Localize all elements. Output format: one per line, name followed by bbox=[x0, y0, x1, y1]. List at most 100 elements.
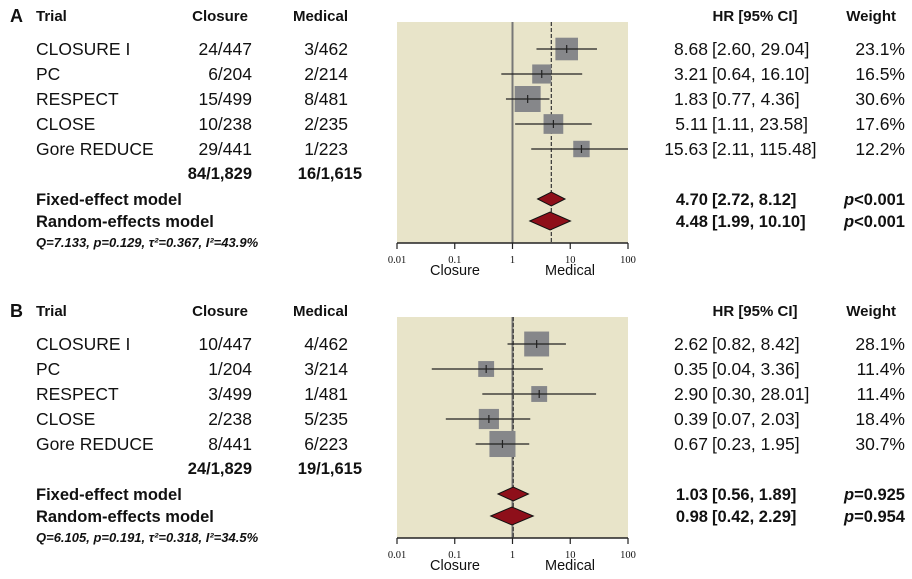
p-text: <0.001 bbox=[854, 213, 905, 231]
study-row: CLOSE 2/238 5/235 0.39 [0.07, 2.03] 18.4% bbox=[36, 408, 905, 430]
closure-events: 10/238 bbox=[198, 114, 252, 134]
heterogeneity-stats: Q=7.133, p=0.129, τ²=0.367, I²=43.9% bbox=[36, 235, 259, 250]
medical-events: 3/462 bbox=[304, 39, 348, 59]
closure-events: 2/238 bbox=[208, 409, 252, 429]
header-medical: Medical bbox=[293, 8, 348, 25]
hr-ci: [1.11, 23.58] bbox=[712, 114, 808, 134]
medical-events: 2/235 bbox=[304, 114, 348, 134]
header-trial: Trial bbox=[36, 8, 67, 25]
closure-events: 8/441 bbox=[208, 434, 252, 454]
x-tick-label: 100 bbox=[620, 255, 636, 266]
pooled-diamond bbox=[536, 191, 567, 207]
model-hr: 1.03 bbox=[676, 486, 708, 504]
hr-estimate: 2.62 bbox=[674, 334, 708, 354]
model-name: Fixed-effect model bbox=[36, 191, 182, 209]
hr-estimate: 0.39 bbox=[674, 409, 708, 429]
hr-estimate: 3.21 bbox=[674, 64, 708, 84]
model-row: Random-effects model 4.48 [1.99, 10.10] p<0… bbox=[36, 211, 905, 231]
total-medical: 16/1,615 bbox=[298, 165, 362, 183]
favours-medical-label: Medical bbox=[545, 263, 595, 279]
pooled-diamond bbox=[496, 486, 530, 502]
x-tick-label: 0.01 bbox=[388, 550, 406, 561]
p-label: p bbox=[843, 213, 854, 231]
forest-panel-b: B Trial Closure Medical HR [95% CI] Weight CLO… bbox=[10, 301, 906, 574]
hr-estimate: 8.68 bbox=[674, 39, 708, 59]
hr-ci: [2.11, 115.48] bbox=[712, 139, 816, 159]
study-row: CLOSE 10/238 2/235 5.11 [1.11, 23.58] 17.6% bbox=[36, 114, 905, 134]
forest-panel-a: A Trial Closure Medical HR [95% CI] Weight CLO… bbox=[10, 6, 905, 279]
study-row: CLOSURE I 10/447 4/462 2.62 [0.82, 8.42] 28.1… bbox=[36, 331, 905, 357]
header-weight: Weight bbox=[846, 8, 896, 25]
hr-ci: [2.60, 29.04] bbox=[712, 39, 809, 59]
p-label: p bbox=[843, 508, 854, 526]
p-text: <0.001 bbox=[854, 191, 905, 209]
x-tick-label: 10 bbox=[565, 550, 576, 561]
header-medical: Medical bbox=[293, 303, 348, 320]
header-trial: Trial bbox=[36, 303, 67, 320]
closure-events: 3/499 bbox=[208, 384, 252, 404]
model-ci: [2.72, 8.12] bbox=[712, 191, 796, 209]
favours-medical-label: Medical bbox=[545, 558, 595, 574]
medical-events: 6/223 bbox=[304, 434, 348, 454]
header-closure: Closure bbox=[192, 8, 248, 25]
study-row: RESPECT 3/499 1/481 2.90 [0.30, 28.01] 11.4% bbox=[36, 384, 905, 404]
x-tick-label: 100 bbox=[620, 550, 636, 561]
closure-events: 24/447 bbox=[198, 39, 252, 59]
model-ci: [0.42, 2.29] bbox=[712, 508, 796, 526]
x-tick-label: 0.1 bbox=[448, 255, 461, 266]
trial-name: CLOSE bbox=[36, 114, 95, 134]
hr-ci: [0.04, 3.36] bbox=[712, 359, 800, 379]
trial-name: CLOSURE I bbox=[36, 334, 130, 354]
p-text: =0.925 bbox=[854, 486, 905, 504]
weight-value: 30.7% bbox=[855, 434, 905, 454]
closure-events: 10/447 bbox=[198, 334, 252, 354]
header-weight: Weight bbox=[846, 303, 896, 320]
heterogeneity-stats: Q=6.105, p=0.191, τ²=0.318, I²=34.5% bbox=[36, 530, 259, 545]
trial-name: RESPECT bbox=[36, 384, 119, 404]
weight-value: 16.5% bbox=[855, 64, 905, 84]
trial-name: CLOSE bbox=[36, 409, 95, 429]
weight-value: 30.6% bbox=[855, 89, 905, 109]
total-closure: 84/1,829 bbox=[188, 165, 252, 183]
trial-name: RESPECT bbox=[36, 89, 119, 109]
pooled-diamond bbox=[528, 211, 572, 231]
closure-events: 15/499 bbox=[198, 89, 252, 109]
model-name: Fixed-effect model bbox=[36, 486, 182, 504]
favours-closure-label: Closure bbox=[430, 263, 480, 279]
trial-name: PC bbox=[36, 64, 60, 84]
trial-name: Gore REDUCE bbox=[36, 434, 154, 454]
model-ci: [0.56, 1.89] bbox=[712, 486, 796, 504]
model-row: Fixed-effect model 1.03 [0.56, 1.89] p=0.92… bbox=[36, 486, 905, 504]
trial-name: Gore REDUCE bbox=[36, 139, 154, 159]
medical-events: 1/223 bbox=[304, 139, 348, 159]
study-row: RESPECT 15/499 8/481 1.83 [0.77, 4.36] 30.6% bbox=[36, 86, 905, 112]
p-label: p bbox=[843, 486, 854, 504]
hr-estimate: 0.67 bbox=[674, 434, 708, 454]
pooled-diamond bbox=[489, 506, 535, 526]
hr-estimate: 5.11 bbox=[675, 114, 708, 134]
weight-value: 12.2% bbox=[855, 139, 905, 159]
study-row: Gore REDUCE 8/441 6/223 0.67 [0.23, 1.95] 30.… bbox=[36, 430, 905, 458]
hr-estimate: 1.83 bbox=[674, 89, 708, 109]
x-tick-label: 10 bbox=[565, 255, 576, 266]
closure-events: 29/441 bbox=[198, 139, 252, 159]
total-closure: 24/1,829 bbox=[188, 460, 252, 478]
model-row: Random-effects model 0.98 [0.42, 2.29] p=0.… bbox=[36, 506, 906, 526]
closure-events: 1/204 bbox=[208, 359, 252, 379]
model-hr: 4.70 bbox=[676, 191, 708, 209]
medical-events: 1/481 bbox=[304, 384, 348, 404]
study-row: PC 6/204 2/214 3.21 [0.64, 16.10] 16.5% bbox=[36, 64, 905, 84]
model-hr: 4.48 bbox=[676, 213, 708, 231]
header-closure: Closure bbox=[192, 303, 248, 320]
hr-ci: [0.07, 2.03] bbox=[712, 409, 800, 429]
x-tick-label: 0.1 bbox=[448, 550, 461, 561]
model-p-value: p=0.925 bbox=[843, 486, 905, 504]
header-hr: HR [95% CI] bbox=[712, 8, 797, 25]
model-hr: 0.98 bbox=[676, 508, 708, 526]
model-name: Random-effects model bbox=[36, 213, 214, 231]
study-row: PC 1/204 3/214 0.35 [0.04, 3.36] 11.4% bbox=[36, 359, 905, 379]
header-hr: HR [95% CI] bbox=[712, 303, 797, 320]
study-row: CLOSURE I 24/447 3/462 8.68 [2.60, 29.04] 23.… bbox=[36, 37, 905, 61]
